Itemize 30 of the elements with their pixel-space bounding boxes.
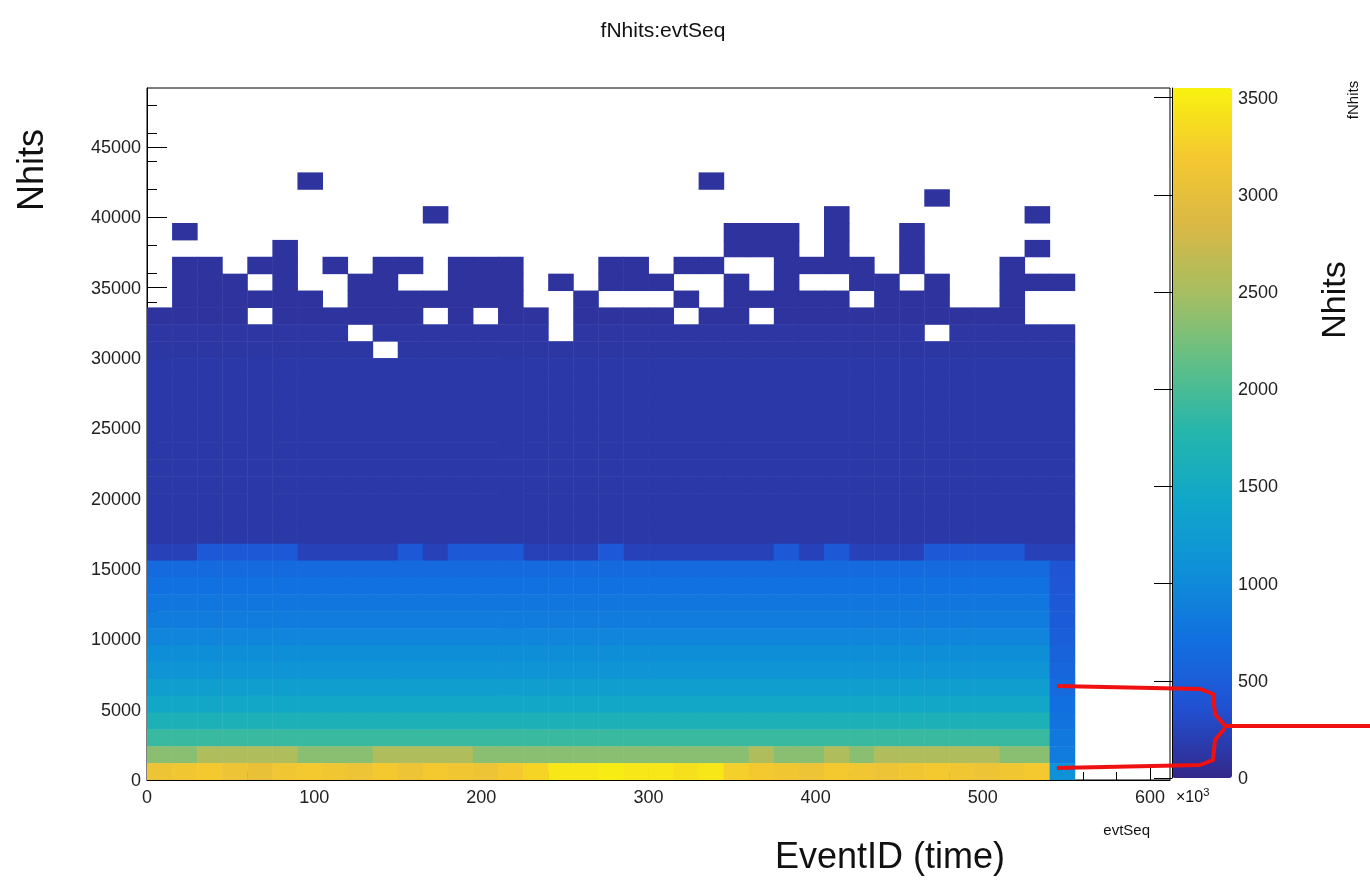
y-axis-title: Nhits [9,128,51,212]
text: EventID (time) [774,834,1006,876]
color-bar-label: 0 [1238,768,1249,788]
y-tick-label: 15000 [90,559,141,580]
color-bar-label: 3000 [1238,184,1279,205]
y-tick-label: 0 [130,770,141,790]
x-tick-label: 600 [1134,787,1165,807]
color-bar-label: 1500 [1238,476,1279,497]
y-tick-label: 5000 [100,699,141,720]
y-tick-label: 40000 [90,207,141,228]
color-bar-label: 500 [1238,670,1269,691]
text: Nhits [1314,261,1352,339]
x-tick-label: 300 [633,787,664,807]
color-bar-label: 2000 [1238,379,1279,400]
x-tick-label: 500 [967,787,998,807]
x-tick-label: 200 [466,787,497,807]
y-tick-label: 30000 [90,348,141,369]
x-tick-label: 100 [299,787,330,807]
y-tick-label: 25000 [90,418,141,439]
x-tick-label: 400 [800,787,831,807]
text: fNhits [1343,80,1361,120]
color-bar-label: 2500 [1238,282,1279,303]
chart-title: fNhits:evtSeq [600,18,726,41]
color-bar-label: 1000 [1238,573,1279,594]
y-tick-label: 10000 [90,629,141,650]
x-axis-title: evtSeq [1103,821,1150,838]
y-tick-label: 45000 [90,137,141,158]
color-bar-label: 3500 [1238,87,1279,108]
y-tick-label: 20000 [90,488,141,509]
y-tick-label: 35000 [90,277,141,298]
